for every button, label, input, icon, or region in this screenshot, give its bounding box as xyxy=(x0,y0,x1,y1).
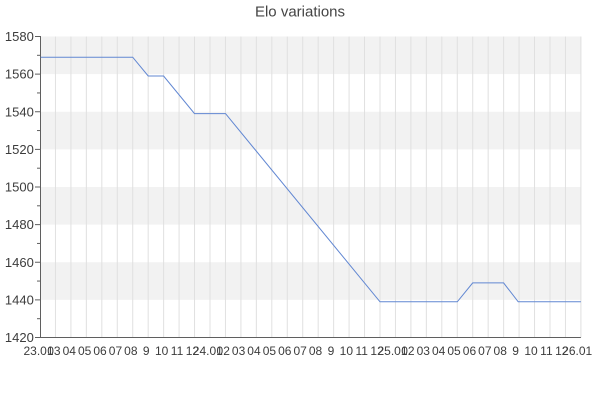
svg-text:11: 11 xyxy=(171,344,184,358)
svg-text:08: 08 xyxy=(494,344,508,358)
svg-text:1560: 1560 xyxy=(5,67,34,82)
svg-text:1480: 1480 xyxy=(5,217,34,232)
svg-text:9: 9 xyxy=(143,344,150,358)
svg-text:10: 10 xyxy=(340,344,354,358)
svg-text:12: 12 xyxy=(555,344,569,358)
svg-text:1540: 1540 xyxy=(5,104,34,119)
svg-text:03: 03 xyxy=(47,344,61,358)
svg-text:05: 05 xyxy=(78,344,92,358)
svg-text:1500: 1500 xyxy=(5,180,34,195)
svg-text:10: 10 xyxy=(524,344,538,358)
svg-text:02: 02 xyxy=(401,344,415,358)
svg-text:10: 10 xyxy=(155,344,169,358)
svg-text:12: 12 xyxy=(370,344,384,358)
svg-text:25.01: 25.01 xyxy=(377,344,407,358)
svg-text:11: 11 xyxy=(355,344,368,358)
svg-text:1440: 1440 xyxy=(5,292,34,307)
svg-text:05: 05 xyxy=(263,344,277,358)
svg-text:1420: 1420 xyxy=(5,330,34,345)
svg-text:12: 12 xyxy=(186,344,200,358)
svg-text:06: 06 xyxy=(93,344,107,358)
svg-text:04: 04 xyxy=(63,344,77,358)
svg-text:03: 03 xyxy=(232,344,246,358)
svg-text:1520: 1520 xyxy=(5,142,34,157)
svg-text:02: 02 xyxy=(217,344,231,358)
svg-text:Elo variations: Elo variations xyxy=(255,4,345,21)
svg-text:08: 08 xyxy=(309,344,323,358)
svg-text:07: 07 xyxy=(293,344,307,358)
svg-text:07: 07 xyxy=(109,344,123,358)
svg-text:03: 03 xyxy=(417,344,431,358)
svg-text:1460: 1460 xyxy=(5,255,34,270)
svg-text:24.01: 24.01 xyxy=(193,344,223,358)
svg-text:9: 9 xyxy=(512,344,519,358)
svg-text:06: 06 xyxy=(278,344,292,358)
svg-text:06: 06 xyxy=(463,344,477,358)
svg-text:07: 07 xyxy=(478,344,492,358)
svg-text:23.01: 23.01 xyxy=(23,344,53,358)
svg-text:11: 11 xyxy=(540,344,553,358)
svg-text:08: 08 xyxy=(124,344,138,358)
svg-text:04: 04 xyxy=(247,344,261,358)
svg-text:05: 05 xyxy=(447,344,461,358)
svg-text:1580: 1580 xyxy=(5,29,34,44)
svg-text:9: 9 xyxy=(328,344,335,358)
svg-text:04: 04 xyxy=(432,344,446,358)
svg-text:26.01: 26.01 xyxy=(562,344,592,358)
